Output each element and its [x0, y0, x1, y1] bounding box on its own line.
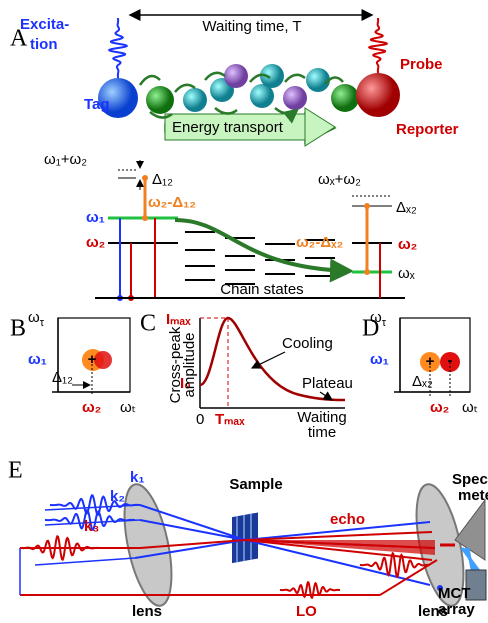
label: Δₓ₂: [396, 199, 417, 216]
label: ωτ: [28, 309, 45, 329]
label: ω: [28, 309, 40, 326]
label: echo: [330, 511, 365, 528]
pulse: [20, 536, 100, 559]
label: MCT: [438, 585, 471, 602]
label: ω₁: [28, 351, 47, 368]
label: Excita-: [20, 16, 69, 33]
axis-label: amplitude: [181, 332, 198, 397]
label: k₁: [130, 469, 145, 486]
label: array: [438, 601, 475, 618]
label: ω₂: [82, 399, 101, 416]
label: Iₘₐₓ: [166, 311, 191, 328]
label: Tₘₐₓ: [215, 411, 245, 428]
label: tion: [30, 36, 58, 53]
pulse: [369, 18, 386, 73]
label: Δ₁₂: [52, 369, 73, 386]
axis-label: time: [308, 424, 336, 441]
panel-letter: C: [140, 311, 156, 337]
label: ω₂-Δ₁₂: [148, 194, 196, 211]
pulse: [109, 18, 126, 78]
figure: + + - A Waiting time, T Excita- tion Tag…: [0, 0, 488, 623]
label: ω: [370, 309, 382, 326]
label: ωτ: [370, 309, 387, 329]
label: ωₓ+ω₂: [318, 171, 361, 188]
label: ω₂-Δₓ₂: [296, 234, 343, 251]
label: Waiting time, T: [202, 18, 301, 35]
label: ωₜ: [462, 399, 478, 416]
label: τ: [382, 317, 387, 329]
label: ω₁+ω₂: [44, 151, 87, 168]
panel-letter: E: [8, 458, 23, 484]
label: ω₁: [86, 209, 105, 226]
panel-letter: B: [10, 316, 26, 342]
label: LO: [296, 603, 317, 620]
label: ωₓ: [398, 265, 415, 282]
label: ω₁: [370, 351, 389, 368]
label: Spectro-: [452, 471, 488, 488]
label: Δ₁₂: [152, 171, 173, 188]
label: Energy transport: [172, 119, 284, 136]
label: Tag: [84, 96, 110, 113]
label: Reporter: [396, 121, 459, 138]
label: Cooling: [282, 335, 333, 352]
label: ω₂: [430, 399, 449, 416]
label: Sample: [229, 476, 282, 493]
label: Plateau: [302, 375, 353, 392]
label: Chain states: [220, 281, 303, 298]
label: 0: [196, 411, 204, 428]
label: ω₂: [86, 234, 105, 251]
label: k₂: [110, 488, 125, 505]
label: ω₂: [398, 236, 417, 253]
label: Probe: [400, 56, 443, 73]
label: lens: [132, 603, 162, 620]
label: Δₓ₂: [412, 373, 433, 390]
label: k₃: [84, 518, 99, 535]
label: ωₜ: [120, 399, 136, 416]
label: meter: [458, 487, 488, 504]
label: τ: [40, 317, 45, 329]
